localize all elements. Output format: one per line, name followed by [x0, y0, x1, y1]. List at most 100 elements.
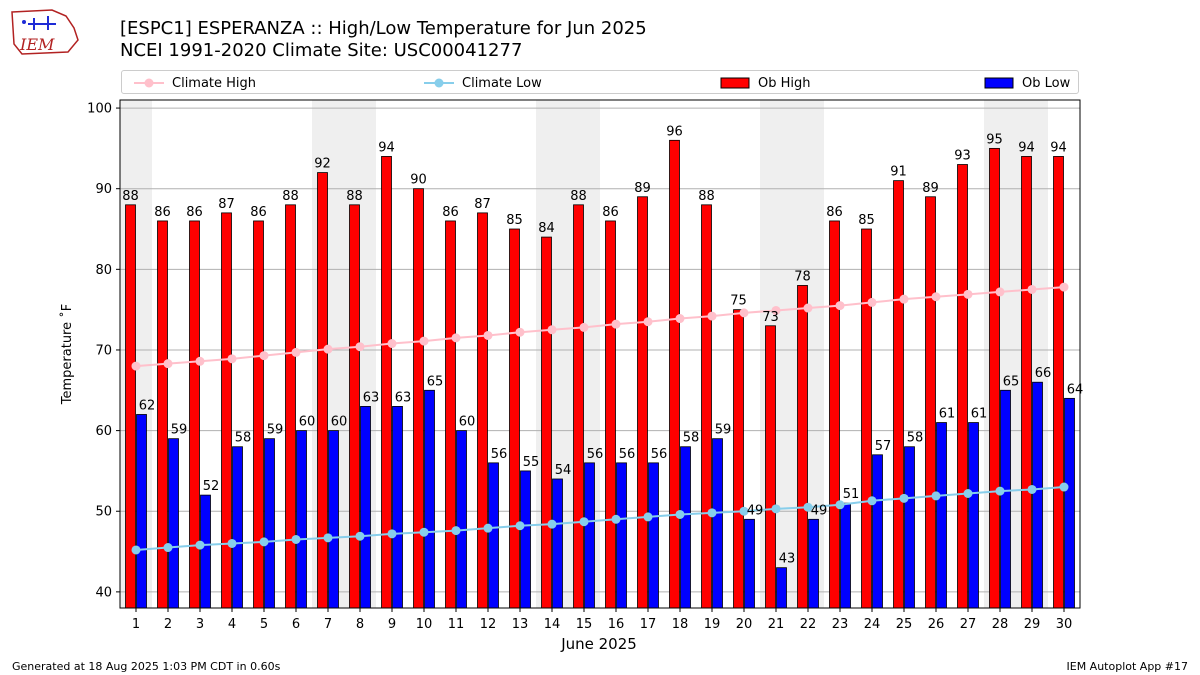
ob-high-bar: [701, 204, 712, 609]
ob-high-bar: [573, 204, 584, 609]
legend-item-climate-high: Climate High: [134, 74, 256, 92]
x-tick-label: 27: [960, 617, 977, 632]
ob-low-bar: [200, 494, 211, 609]
x-tick-label: 23: [832, 617, 849, 632]
ob-low-bar: [264, 438, 275, 609]
ob-high-bar: [1021, 156, 1032, 609]
climate-low-point: [835, 500, 845, 510]
climate-high-point: [291, 347, 301, 357]
ob-high-value-label: 85: [506, 213, 523, 228]
climate-low-point: [643, 512, 653, 522]
ob-high-value-label: 90: [410, 173, 427, 188]
ob-low-value-label: 56: [587, 447, 604, 462]
ob-low-value-label: 56: [491, 447, 508, 462]
ob-low-bar: [744, 518, 755, 609]
ob-high-bar: [765, 325, 776, 609]
x-tick-label: 18: [672, 617, 689, 632]
ob-low-value-label: 49: [747, 503, 764, 518]
ob-high-bar: [381, 156, 392, 609]
climate-low-point: [867, 496, 877, 506]
climate-high-point: [995, 287, 1005, 297]
climate-high-point: [867, 297, 877, 307]
weekend-shade-band: [312, 100, 344, 608]
climate-high-point: [387, 339, 397, 349]
ob-low-value-label: 60: [331, 415, 348, 430]
ob-high-bar: [637, 196, 648, 609]
x-tick-label: 3: [196, 617, 204, 632]
ob-low-bar: [1000, 389, 1011, 609]
climate-high-point: [547, 325, 557, 335]
climate-high-point: [643, 317, 653, 327]
x-tick-label: 16: [608, 617, 625, 632]
climate-low-point: [579, 517, 589, 527]
x-tick-label: 9: [388, 617, 396, 632]
ob-high-bar: [509, 228, 520, 609]
ob-low-value-label: 58: [907, 431, 924, 446]
x-tick-label: 24: [864, 617, 881, 632]
ob-low-value-label: 55: [523, 455, 540, 470]
legend-label: Climate Low: [462, 75, 542, 91]
climate-lines: [131, 282, 1069, 555]
y-tick-label: 100: [87, 102, 112, 117]
ob-high-bar: [829, 220, 840, 609]
climate-low-point: [963, 488, 973, 498]
x-tick-label: 10: [416, 617, 433, 632]
x-tick-label: 25: [896, 617, 913, 632]
y-tick-label: 90: [95, 182, 112, 197]
ob-low-bar: [1064, 397, 1075, 609]
ob-low-value-label: 59: [171, 423, 188, 438]
climate-high-point: [227, 354, 237, 364]
ob-low-bar: [904, 446, 915, 609]
climate-high-point: [259, 351, 269, 361]
climate-high-point: [1059, 282, 1069, 292]
data-labels: 88 62 86 59 86 52 87 58 86 59 88 60 92 60 88 63 94 63 90 65…: [122, 124, 1083, 566]
iem-logo: IEM: [11, 9, 79, 55]
x-tick-label: 11: [448, 617, 465, 632]
ob-low-value-label: 63: [363, 390, 380, 405]
ob-high-bar: [925, 196, 936, 609]
climate-low-point: [131, 545, 141, 555]
x-tick-label: 2: [164, 617, 172, 632]
ob-low-bar: [840, 502, 851, 609]
ob-high-bar: [605, 220, 616, 609]
ob-high-value-label: 94: [378, 140, 395, 155]
climate-low-point: [771, 504, 781, 514]
climate-low-point: [931, 491, 941, 501]
climate-high-point: [803, 303, 813, 313]
bars: [125, 139, 1075, 609]
x-tick-label: 17: [640, 617, 657, 632]
climate-low-point: [483, 523, 493, 533]
ob-high-value-label: 87: [474, 197, 491, 212]
ob-low-bar: [680, 446, 691, 609]
ob-low-value-label: 60: [299, 415, 316, 430]
legend-item-ob-low: Ob Low: [984, 74, 1070, 92]
climate-low-point: [259, 537, 269, 547]
x-tick-label: 22: [800, 617, 817, 632]
ob-high-bar: [733, 309, 744, 609]
ob-low-value-label: 49: [811, 503, 828, 518]
x-tick-label: 7: [324, 617, 332, 632]
climate-low-point: [387, 529, 397, 539]
ob-low-value-label: 59: [715, 423, 732, 438]
ob-high-value-label: 92: [314, 157, 331, 172]
climate-high-point: [483, 330, 493, 340]
ob-low-bar: [328, 430, 339, 609]
weekend-shade-band: [120, 100, 152, 608]
ob-low-value-label: 56: [651, 447, 668, 462]
ob-low-value-label: 54: [555, 463, 572, 478]
x-axis-label: June 2025: [560, 635, 637, 653]
climate-low-point: [451, 526, 461, 536]
ob-high-value-label: 91: [890, 165, 907, 180]
ob-high-value-label: 95: [986, 132, 1003, 147]
ob-low-bar: [616, 462, 627, 609]
ob-low-value-label: 51: [843, 487, 860, 502]
x-tick-label: 4: [228, 617, 236, 632]
x-tick-label: 13: [512, 617, 529, 632]
ob-low-value-label: 52: [203, 479, 220, 494]
ob-low-value-label: 66: [1035, 366, 1052, 381]
ob-high-bar: [349, 204, 360, 609]
ob-high-value-label: 87: [218, 197, 235, 212]
ob-high-value-label: 85: [858, 213, 875, 228]
